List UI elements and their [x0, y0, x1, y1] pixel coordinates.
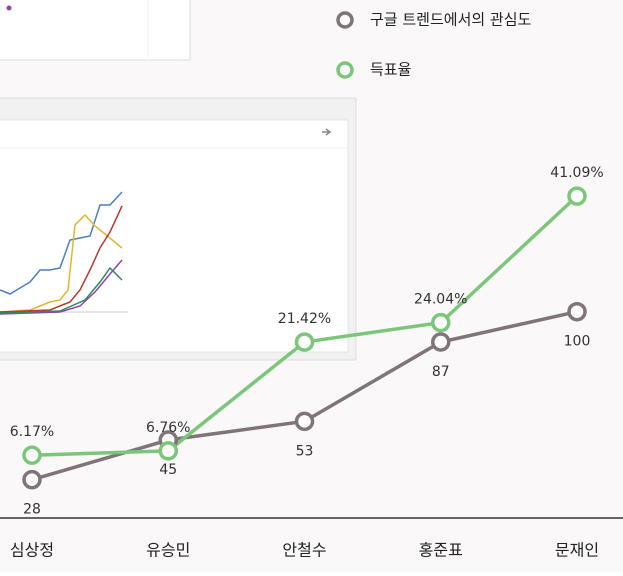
data-point — [569, 188, 585, 204]
data-point — [433, 334, 449, 350]
data-label: 45 — [159, 462, 177, 478]
x-tick-label: 안철수 — [282, 541, 326, 560]
x-tick-label: 문재인 — [555, 541, 599, 560]
data-point — [160, 443, 176, 459]
data-label: 6.76% — [146, 420, 190, 436]
x-tick-label: 홍준표 — [419, 541, 463, 560]
data-label: 100 — [564, 334, 591, 350]
data-point — [24, 472, 40, 488]
data-point — [433, 315, 449, 331]
data-point — [569, 304, 585, 320]
data-point — [24, 447, 40, 463]
data-label: 6.17% — [10, 424, 54, 440]
data-label: 28 — [23, 502, 41, 518]
x-tick-label: 유승민 — [146, 541, 190, 560]
data-point — [297, 413, 313, 429]
x-tick-label: 심상정 — [10, 541, 54, 560]
data-label: 53 — [296, 443, 314, 459]
data-point — [297, 334, 313, 350]
data-label: 21.42% — [278, 311, 331, 327]
legend-label: 구글 트렌드에서의 관심도 — [370, 11, 532, 29]
legend-label: 득표율 — [370, 61, 411, 79]
data-label: 41.09% — [550, 165, 603, 181]
inset-panel — [0, 0, 190, 60]
chart: 구글 트렌드에서의 관심도득표율 28 45 53 87 100 6.17% 6.76% 21… — [0, 0, 623, 572]
data-label: 24.04% — [414, 292, 467, 308]
inset-legend-dot — [7, 6, 12, 11]
data-label: 87 — [432, 364, 450, 380]
